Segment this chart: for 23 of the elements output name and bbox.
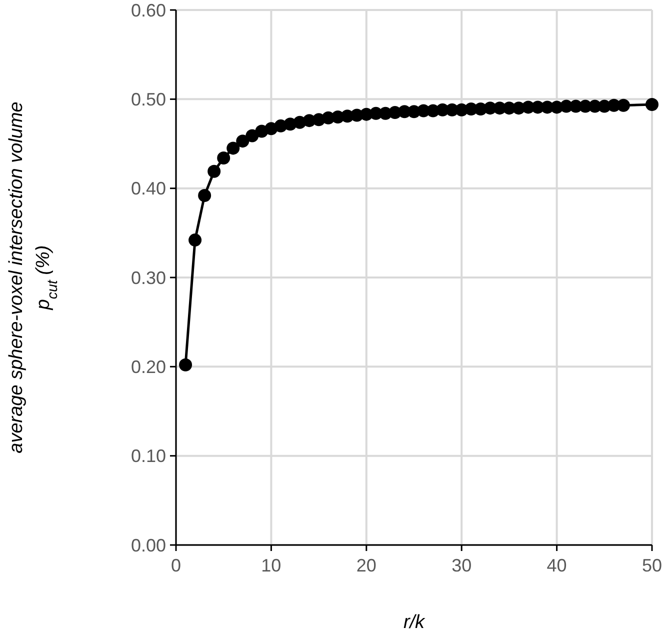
point bbox=[646, 98, 658, 112]
x-tick-label: 0 bbox=[170, 555, 182, 576]
point bbox=[236, 134, 250, 148]
y-tick-label: 0.20 bbox=[130, 356, 166, 377]
point bbox=[616, 98, 630, 112]
y-tick-label: 0.00 bbox=[130, 535, 166, 556]
point bbox=[198, 188, 212, 202]
y-tick-label: 0.40 bbox=[130, 178, 166, 199]
x-tick-label: 10 bbox=[261, 555, 282, 576]
y-tick-label: 0.50 bbox=[130, 89, 166, 110]
y-tick-label: 0.10 bbox=[130, 446, 166, 466]
point bbox=[179, 358, 192, 372]
point bbox=[217, 152, 230, 165]
x-tick-label: 20 bbox=[356, 555, 376, 576]
x-tick-label: 50 bbox=[642, 555, 662, 576]
point bbox=[226, 142, 240, 155]
point bbox=[188, 234, 202, 247]
y-tick-label: 0.60 bbox=[130, 0, 166, 20]
x-axis-title: r/k bbox=[403, 612, 426, 633]
x-tick-label: 30 bbox=[452, 555, 472, 576]
point bbox=[208, 164, 221, 178]
y-tick-label: 0.30 bbox=[130, 268, 166, 288]
x-tick-label: 40 bbox=[546, 555, 567, 576]
